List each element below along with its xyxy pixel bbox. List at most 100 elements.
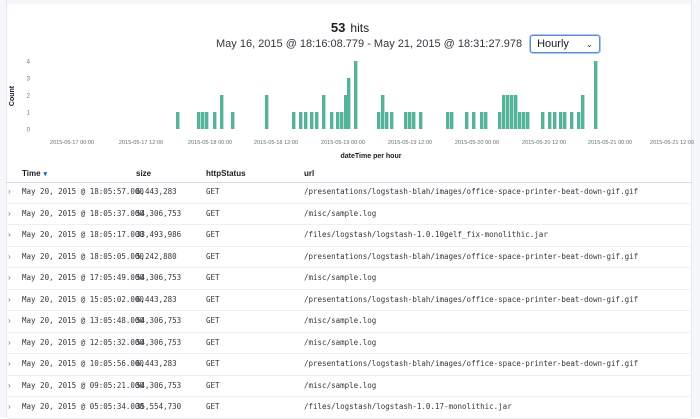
histogram-bar[interactable] bbox=[553, 112, 557, 129]
date-range: May 16, 2015 @ 18:16:08.779 - May 21, 20… bbox=[216, 38, 523, 50]
histogram-bar[interactable] bbox=[176, 112, 180, 129]
sort-desc-icon[interactable]: ▾ bbox=[43, 171, 48, 178]
histogram-bar[interactable] bbox=[330, 112, 334, 129]
histogram-bar[interactable] bbox=[541, 112, 545, 129]
histogram-bar[interactable] bbox=[231, 112, 235, 129]
cell-httpstatus: GET bbox=[206, 380, 220, 390]
histogram-bar[interactable] bbox=[213, 112, 217, 129]
cell-time: May 20, 2015 @ 12:05:32.000 bbox=[22, 337, 144, 347]
histogram-bar[interactable] bbox=[336, 112, 340, 129]
table-row[interactable]: › May 20, 2015 @ 18:05:37.000 54,306,753 GE… bbox=[6, 204, 692, 225]
histogram-bar[interactable] bbox=[299, 112, 303, 129]
histogram-bar[interactable] bbox=[408, 112, 412, 129]
histogram-bar[interactable] bbox=[404, 112, 408, 129]
expand-row-icon[interactable]: › bbox=[8, 208, 11, 218]
histogram-bar[interactable] bbox=[344, 95, 348, 129]
hits-count: 53 hits bbox=[0, 20, 700, 35]
histogram-bar[interactable] bbox=[522, 112, 526, 129]
histogram-bar[interactable] bbox=[377, 112, 381, 129]
x-tick-label: 2015-05-18 12:00 bbox=[254, 140, 298, 146]
table-row[interactable]: › May 20, 2015 @ 13:05:48.000 54,306,753 GE… bbox=[6, 311, 692, 333]
histogram-bar[interactable] bbox=[465, 112, 469, 129]
histogram-bar[interactable] bbox=[563, 112, 567, 129]
table-row[interactable]: › May 20, 2015 @ 10:05:56.000 6,443,283 GET… bbox=[6, 354, 692, 376]
table-row[interactable]: › May 20, 2015 @ 09:05:21.000 54,306,753 GE… bbox=[6, 376, 692, 397]
histogram-bar[interactable] bbox=[304, 112, 308, 129]
histogram-bar[interactable] bbox=[205, 112, 209, 129]
expand-row-icon[interactable]: › bbox=[8, 230, 11, 239]
y-tick-label: 2 bbox=[27, 94, 31, 100]
histogram-bar[interactable] bbox=[498, 112, 502, 129]
histogram-bar[interactable] bbox=[412, 112, 416, 129]
cell-url: /files/logstash/logstash-1.0.17-monolith… bbox=[304, 402, 512, 411]
column-header-time[interactable]: Time ▾ bbox=[22, 169, 48, 178]
table-row[interactable]: › May 20, 2015 @ 18:05:17.000 33,493,986 GE… bbox=[6, 225, 692, 247]
table-row[interactable]: › May 20, 2015 @ 17:05:49.000 54,306,753 GE… bbox=[6, 268, 692, 290]
expand-row-icon[interactable]: › bbox=[8, 380, 11, 390]
cell-url: /presentations/logstash-blah/images/offi… bbox=[304, 294, 639, 304]
histogram-bar[interactable] bbox=[570, 112, 574, 129]
expand-row-icon[interactable]: › bbox=[8, 359, 11, 368]
histogram-bar[interactable] bbox=[197, 112, 201, 129]
y-axis-label: Count bbox=[9, 85, 16, 106]
expand-row-icon[interactable]: › bbox=[8, 251, 11, 261]
histogram-bar[interactable] bbox=[510, 95, 514, 129]
histogram-bar[interactable] bbox=[322, 95, 326, 129]
expand-row-icon[interactable]: › bbox=[8, 337, 11, 347]
cell-time: May 20, 2015 @ 15:05:02.000 bbox=[22, 294, 144, 304]
histogram-bar[interactable] bbox=[581, 95, 585, 129]
histogram-bar[interactable] bbox=[594, 61, 598, 129]
x-tick-label: 2015-05-18 00:00 bbox=[188, 140, 232, 146]
histogram-bar[interactable] bbox=[502, 95, 506, 129]
table-row[interactable]: › May 20, 2015 @ 18:05:05.000 5,242,880 GET… bbox=[6, 247, 692, 268]
histogram-bar[interactable] bbox=[450, 112, 454, 129]
histogram-bar[interactable] bbox=[480, 112, 484, 129]
histogram-bar[interactable] bbox=[201, 112, 205, 129]
histogram-bar[interactable] bbox=[292, 112, 296, 129]
column-header-size[interactable]: size bbox=[136, 169, 152, 178]
cell-httpstatus: GET bbox=[206, 273, 220, 282]
table-row[interactable]: › May 20, 2015 @ 12:05:32.000 54,306,753 GE… bbox=[6, 333, 692, 354]
histogram-bar[interactable] bbox=[347, 78, 351, 129]
histogram-bar[interactable] bbox=[390, 112, 394, 129]
histogram-bar[interactable] bbox=[518, 112, 522, 129]
histogram-bar[interactable] bbox=[506, 95, 510, 129]
expand-row-icon[interactable]: › bbox=[8, 402, 11, 411]
expand-row-icon[interactable]: › bbox=[8, 294, 11, 304]
x-tick-label: 2015-05-19 00:00 bbox=[321, 140, 365, 146]
y-tick-label: 0 bbox=[27, 128, 31, 134]
histogram-bar[interactable] bbox=[315, 112, 319, 129]
table-row[interactable]: › May 20, 2015 @ 18:05:57.000 6,443,283 GET… bbox=[6, 182, 692, 204]
hits-label: hits bbox=[350, 21, 370, 35]
histogram-bar[interactable] bbox=[381, 95, 385, 129]
interval-select[interactable]: Hourly ⌄ bbox=[530, 35, 601, 53]
histogram-bar[interactable] bbox=[385, 112, 389, 129]
column-header-url[interactable]: url bbox=[304, 169, 315, 178]
histogram-bar[interactable] bbox=[354, 61, 358, 129]
histogram-bar[interactable] bbox=[577, 112, 581, 129]
histogram-bar[interactable] bbox=[340, 112, 344, 129]
cell-url: /misc/sample.log bbox=[304, 380, 377, 390]
histogram-bar[interactable] bbox=[514, 95, 518, 129]
histogram-bar[interactable] bbox=[310, 112, 314, 129]
expand-row-icon[interactable]: › bbox=[8, 316, 11, 325]
expand-row-icon[interactable]: › bbox=[8, 273, 11, 282]
histogram-chart[interactable]: Count dateTime per hour 0 1 2 3 4 2015-05-17… bbox=[0, 50, 700, 165]
histogram-bar[interactable] bbox=[265, 95, 269, 129]
histogram-bar[interactable] bbox=[472, 112, 476, 129]
histogram-bar[interactable] bbox=[526, 112, 530, 129]
cell-size: 54,306,753 bbox=[136, 273, 182, 282]
histogram-bar[interactable] bbox=[446, 112, 450, 129]
time-range-row: May 16, 2015 @ 18:16:08.779 - May 21, 20… bbox=[216, 34, 601, 54]
histogram-bar[interactable] bbox=[419, 112, 423, 129]
histogram-bar[interactable] bbox=[559, 112, 563, 129]
histogram-bar[interactable] bbox=[548, 112, 552, 129]
histogram-bar[interactable] bbox=[484, 112, 488, 129]
table-row[interactable]: › May 20, 2015 @ 05:05:34.000 35,554,730 GE… bbox=[6, 397, 692, 419]
histogram-bar[interactable] bbox=[220, 95, 224, 129]
cell-size: 6,443,283 bbox=[136, 187, 177, 196]
expand-row-icon[interactable]: › bbox=[8, 187, 11, 196]
x-tick-label: 2015-05-21 00:00 bbox=[588, 140, 632, 146]
table-row[interactable]: › May 20, 2015 @ 15:05:02.000 6,443,283 GET… bbox=[6, 290, 692, 311]
column-header-httpstatus[interactable]: httpStatus bbox=[206, 169, 246, 178]
